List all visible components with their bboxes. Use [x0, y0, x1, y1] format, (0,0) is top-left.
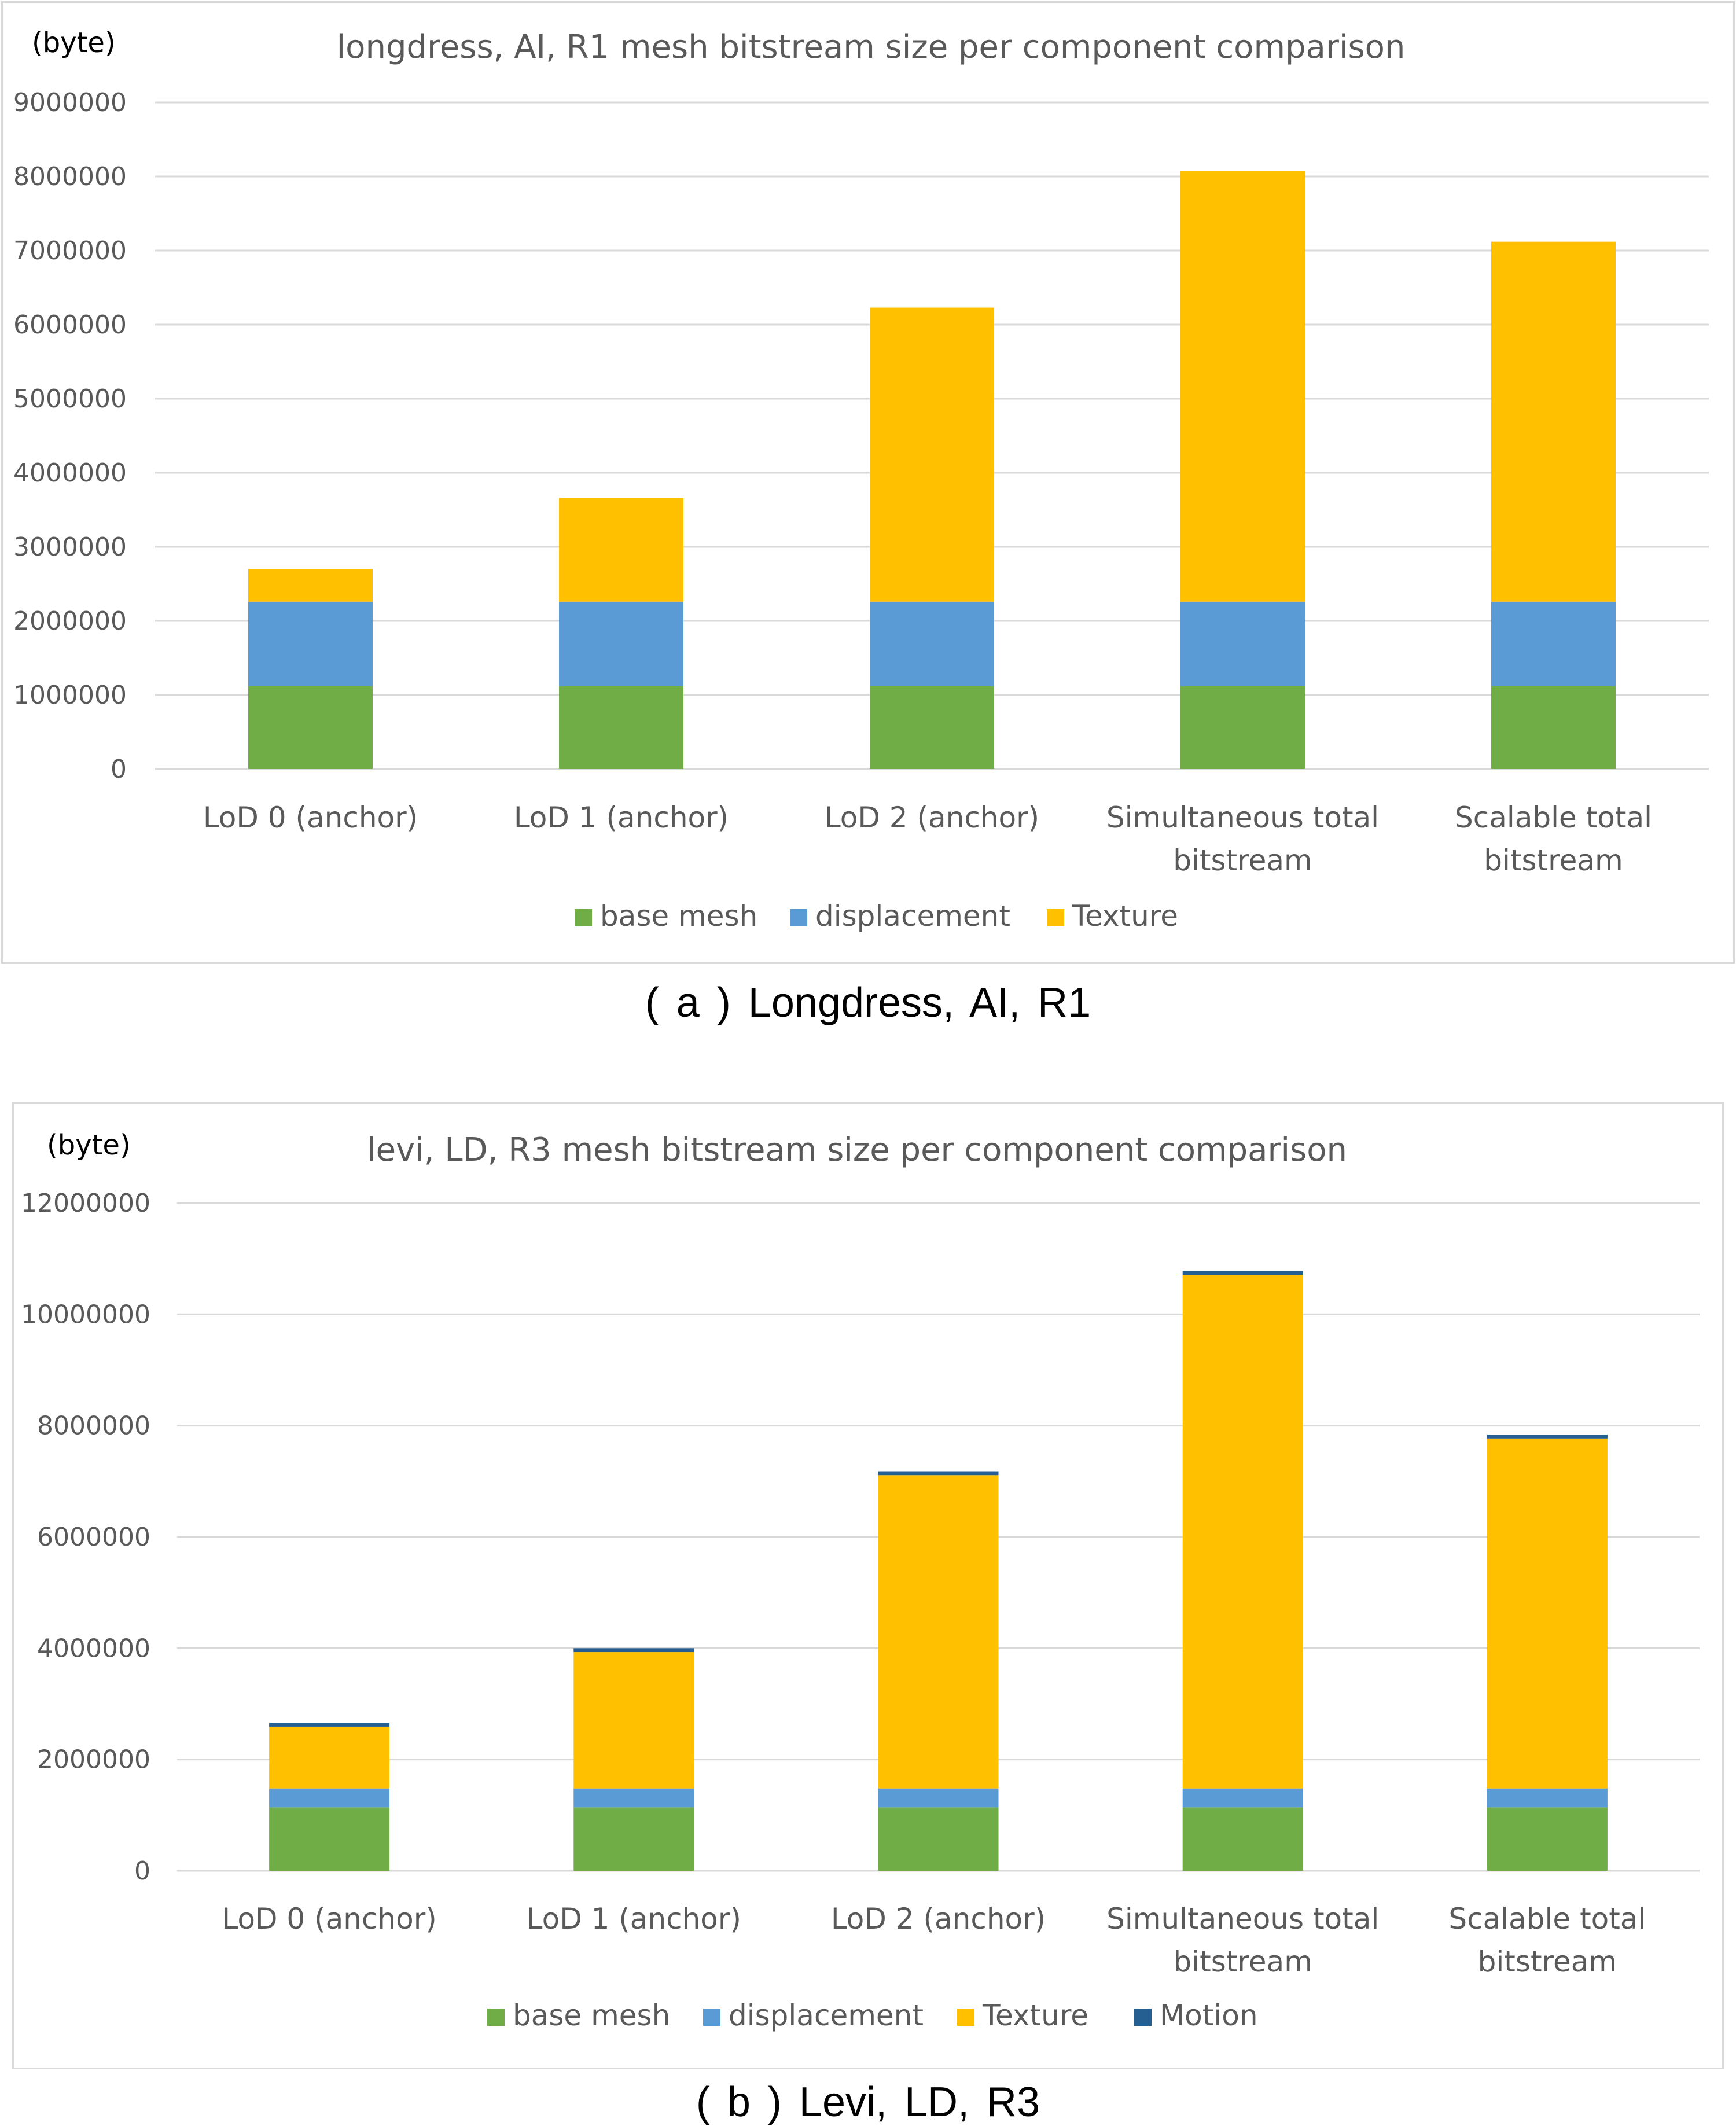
bar-segment-texture	[1182, 1275, 1303, 1789]
legend-label: Texture	[982, 1999, 1088, 2032]
bar-segment-displacement	[878, 1788, 999, 1808]
bar-segment-displacement	[1487, 1788, 1608, 1808]
bar-segment-displacement	[1180, 601, 1305, 686]
bar-segment-base-mesh	[878, 1807, 999, 1871]
bar-segment-motion	[1182, 1271, 1303, 1275]
legend-swatch	[790, 909, 807, 926]
x-tick-label: bitstream	[1478, 1945, 1617, 1978]
legend-label: base mesh	[600, 899, 757, 933]
legend-swatch	[957, 2009, 974, 2026]
bar-segment-motion	[1487, 1435, 1608, 1439]
x-tick-label: LoD 1 (anchor)	[514, 801, 729, 834]
y-tick-label: 1000000	[13, 681, 127, 710]
y-tick-label: 10000000	[21, 1300, 150, 1329]
caption-b: ( b ) Levi, LD, R3	[696, 2079, 1040, 2125]
bar-segment-base-mesh	[573, 1807, 694, 1871]
y-tick-label: 8000000	[13, 162, 127, 192]
caption-a: ( a ) Longdress, AI, R1	[645, 980, 1091, 1026]
bar-segment-base-mesh	[1491, 686, 1616, 769]
y-tick-label: 4000000	[13, 458, 127, 488]
chart-panel-a: longdress, AI, R1 mesh bitstream size pe…	[1, 1, 1735, 964]
legend-swatch	[1047, 909, 1064, 926]
bar-segment-base-mesh	[248, 686, 373, 769]
bar-segment-texture	[1487, 1438, 1608, 1789]
y-tick-label: 6000000	[37, 1522, 150, 1552]
x-tick-label: Simultaneous total	[1106, 1902, 1379, 1936]
bar-segment-motion	[269, 1723, 390, 1727]
bar-segment-base-mesh	[1182, 1807, 1303, 1871]
bar-segment-base-mesh	[1487, 1807, 1608, 1871]
x-tick-label: bitstream	[1173, 844, 1312, 877]
x-tick-label: LoD 2 (anchor)	[825, 801, 1039, 834]
y-tick-label: 4000000	[37, 1634, 150, 1663]
bar-segment-texture	[559, 498, 683, 602]
chart-a-canvas: longdress, AI, R1 mesh bitstream size pe…	[13, 27, 1709, 933]
x-tick-label: bitstream	[1484, 844, 1623, 877]
bar-segment-base-mesh	[870, 686, 994, 769]
y-tick-label: 8000000	[37, 1411, 150, 1441]
chart-panel-b: levi, LD, R3 mesh bitstream size per com…	[12, 1102, 1724, 2069]
bar-segment-texture	[1180, 171, 1305, 602]
chart-b-canvas: levi, LD, R3 mesh bitstream size per com…	[21, 1129, 1700, 2032]
chart-title: levi, LD, R3 mesh bitstream size per com…	[367, 1131, 1347, 1169]
y-tick-label: 0	[134, 1856, 150, 1886]
bar-segment-texture	[1491, 241, 1616, 602]
legend-swatch	[487, 2009, 505, 2026]
x-tick-label: LoD 1 (anchor)	[527, 1902, 741, 1936]
bar-segment-base-mesh	[1180, 686, 1305, 769]
y-tick-label: 5000000	[13, 384, 127, 414]
bar-segment-displacement	[559, 601, 683, 686]
legend-label: displacement	[729, 1999, 924, 2032]
y-unit-label: (byte)	[32, 27, 116, 59]
bar-segment-displacement	[269, 1788, 390, 1808]
bar-segment-displacement	[248, 601, 373, 686]
bar-segment-texture	[248, 569, 373, 602]
bar-segment-texture	[573, 1652, 694, 1789]
bar-segment-base-mesh	[559, 686, 683, 769]
x-tick-label: Scalable total	[1455, 801, 1652, 834]
legend-label: displacement	[815, 899, 1010, 933]
y-tick-label: 9000000	[13, 88, 127, 117]
y-tick-label: 12000000	[21, 1189, 150, 1218]
legend-label: base mesh	[513, 1999, 670, 2032]
legend-swatch	[1134, 2009, 1152, 2026]
x-tick-label: Scalable total	[1448, 1902, 1646, 1936]
legend-swatch	[703, 2009, 720, 2026]
y-tick-label: 2000000	[37, 1745, 150, 1775]
x-tick-label: LoD 2 (anchor)	[831, 1902, 1046, 1936]
x-tick-label: bitstream	[1173, 1945, 1312, 1978]
y-tick-label: 7000000	[13, 236, 127, 266]
bar-segment-displacement	[870, 601, 994, 686]
y-tick-label: 0	[111, 755, 127, 784]
bar-segment-texture	[870, 307, 994, 602]
bar-segment-texture	[878, 1475, 999, 1789]
legend-label: Texture	[1072, 899, 1178, 933]
y-tick-label: 6000000	[13, 310, 127, 340]
bar-segment-motion	[878, 1471, 999, 1476]
bar-segment-base-mesh	[269, 1807, 390, 1871]
chart-title: longdress, AI, R1 mesh bitstream size pe…	[337, 28, 1406, 66]
y-tick-label: 3000000	[13, 532, 127, 562]
x-tick-label: LoD 0 (anchor)	[222, 1902, 436, 1936]
bar-segment-displacement	[1491, 601, 1616, 686]
bar-segment-displacement	[1182, 1788, 1303, 1808]
x-tick-label: Simultaneous total	[1106, 801, 1379, 834]
legend-swatch	[575, 909, 592, 926]
legend-label: Motion	[1160, 1999, 1258, 2032]
bar-segment-texture	[269, 1726, 390, 1789]
bar-segment-displacement	[573, 1788, 694, 1808]
y-tick-label: 2000000	[13, 606, 127, 636]
y-unit-label: (byte)	[47, 1129, 131, 1161]
x-tick-label: LoD 0 (anchor)	[203, 801, 418, 834]
bar-segment-motion	[573, 1648, 694, 1653]
